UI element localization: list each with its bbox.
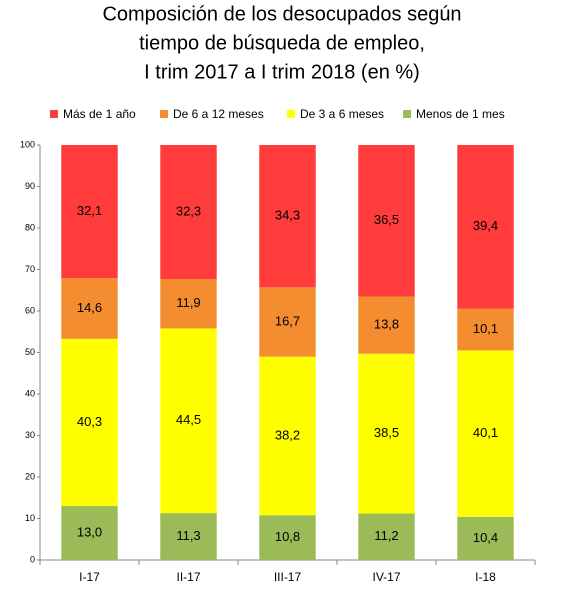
- y-tick-label: 80: [25, 222, 35, 232]
- bar-segment: [61, 278, 118, 339]
- data-label: 13,0: [77, 524, 102, 539]
- data-label: 14,6: [77, 300, 102, 315]
- bar-segment: [160, 279, 217, 329]
- legend-label: Más de 1 año: [63, 107, 136, 121]
- data-label: 11,9: [176, 295, 200, 310]
- data-label: 16,7: [275, 313, 300, 328]
- data-label: 13,8: [374, 317, 399, 332]
- data-label: 10,4: [473, 530, 498, 545]
- bar-segment: [61, 506, 118, 560]
- legend-swatch: [160, 110, 168, 118]
- data-label: 39,4: [473, 218, 498, 233]
- bar-segment: [61, 338, 118, 507]
- bar-segment: [358, 513, 415, 560]
- y-tick-label: 60: [25, 305, 35, 315]
- bar-segment: [358, 145, 415, 297]
- y-tick-label: 10: [25, 513, 35, 523]
- data-label: 38,2: [275, 427, 300, 442]
- data-label: 44,5: [176, 412, 201, 427]
- bar-segment: [259, 515, 316, 560]
- data-label: 40,3: [77, 414, 102, 429]
- bar-segment: [358, 353, 415, 514]
- legend-label: De 3 a 6 meses: [300, 107, 384, 121]
- y-tick-label: 90: [25, 181, 35, 191]
- chart-title: Composición de los desocupados según: [102, 3, 461, 25]
- legend-swatch: [50, 110, 58, 118]
- x-tick-label: IV-17: [372, 570, 400, 584]
- bar-segment: [259, 356, 316, 516]
- data-label: 38,5: [374, 425, 399, 440]
- legend-swatch: [287, 110, 295, 118]
- bar-segment: [457, 516, 514, 560]
- x-tick-label: I-18: [475, 570, 496, 584]
- data-label: 10,8: [275, 529, 300, 544]
- y-tick-label: 30: [25, 430, 35, 440]
- data-label: 32,1: [77, 203, 102, 218]
- bar-segment: [457, 308, 514, 351]
- data-label: 36,5: [374, 212, 399, 227]
- bar-segment: [160, 513, 217, 560]
- bar-segment: [160, 145, 217, 280]
- y-tick-label: 50: [25, 347, 35, 357]
- y-tick-label: 40: [25, 388, 35, 398]
- bar-segment: [358, 296, 415, 354]
- x-tick-label: I-17: [79, 570, 100, 584]
- y-tick-label: 0: [30, 554, 35, 564]
- data-label: 10,1: [473, 321, 498, 336]
- chart-title: tiempo de búsqueda de empleo,: [139, 32, 425, 54]
- bar-segment: [259, 145, 316, 288]
- legend-label: Menos de 1 mes: [416, 107, 505, 121]
- bar-segment: [259, 287, 316, 357]
- x-tick-label: III-17: [274, 570, 302, 584]
- bar-segment: [457, 350, 514, 517]
- chart-title: I trim 2017 a I trim 2018 (en %): [144, 61, 420, 83]
- data-label: 32,3: [176, 203, 201, 218]
- data-label: 11,3: [176, 528, 200, 543]
- bar-segment: [61, 145, 118, 279]
- bar-segment: [457, 145, 514, 309]
- data-label: 40,1: [473, 425, 498, 440]
- legend-swatch: [403, 110, 411, 118]
- bar-segment: [160, 328, 217, 514]
- x-tick-label: II-17: [176, 570, 200, 584]
- y-tick-label: 100: [20, 139, 35, 149]
- y-tick-label: 20: [25, 471, 35, 481]
- legend-label: De 6 a 12 meses: [173, 107, 264, 121]
- y-tick-label: 70: [25, 264, 35, 274]
- data-label: 34,3: [275, 208, 300, 223]
- data-label: 11,2: [374, 528, 398, 543]
